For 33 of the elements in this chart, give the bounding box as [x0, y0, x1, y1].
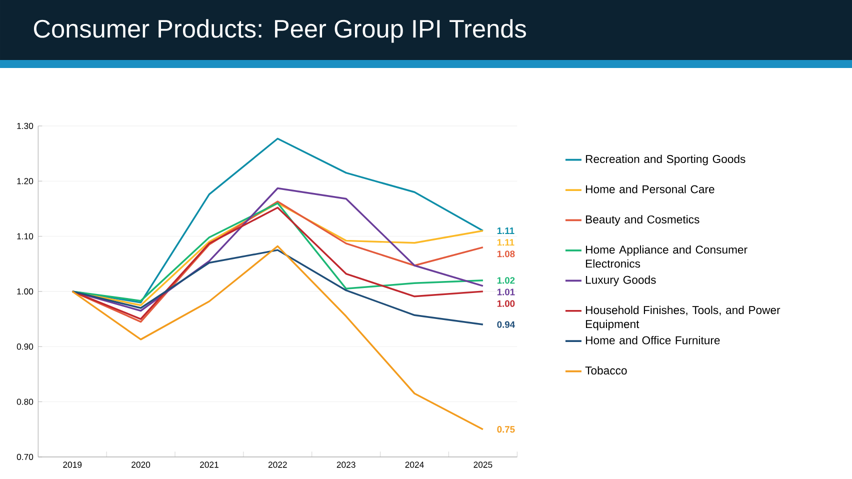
- x-tick-label: 2021: [200, 462, 218, 468]
- data-label: 1.02: [497, 277, 515, 284]
- chart-title: Consumer Products: Peer Group IPI Trends: [34, 19, 526, 43]
- legend-label: Household Finishes, Tools, and Power Equipment: [586, 306, 780, 330]
- legend-label: Home Appliance and Consumer Electronics: [586, 245, 748, 268]
- y-tick-label: 0.80: [16, 398, 34, 405]
- legend-label: Luxury Goods: [586, 276, 656, 286]
- x-tick-label: 2023: [336, 462, 356, 468]
- y-tick-label: 0.70: [16, 454, 34, 460]
- line-series: [72, 249, 484, 326]
- y-tick-label: 1.30: [17, 122, 34, 130]
- data-label: 1.08: [497, 250, 515, 258]
- x-tick-label: 2024: [405, 462, 424, 468]
- data-label: 1.11: [497, 239, 514, 246]
- x-tick-label: 2022: [268, 462, 287, 468]
- data-label: 1.00: [497, 300, 515, 307]
- legend-label: Beauty and Cosmetics: [586, 215, 700, 226]
- data-label: 1.11: [497, 228, 514, 234]
- y-tick-label: 1.00: [17, 288, 34, 295]
- x-tick-label: 2025: [474, 462, 492, 468]
- x-tick-label: 2020: [132, 462, 150, 468]
- legend-label: Tobacco: [585, 366, 627, 375]
- x-tick-label: 2019: [63, 462, 82, 468]
- line-series: [72, 245, 484, 430]
- legend-label: Home and Personal Care: [586, 184, 714, 194]
- y-tick-label: 1.20: [17, 178, 34, 184]
- data-label: 0.75: [497, 426, 515, 433]
- legend-label: Recreation and Sporting Goods: [586, 154, 746, 166]
- y-tick-label: 0.90: [16, 344, 34, 350]
- data-label: 1.01: [497, 288, 515, 296]
- data-label: 0.94: [497, 321, 515, 328]
- legend-label: Home and Office Furniture: [586, 336, 720, 344]
- y-tick-label: 1.10: [17, 233, 34, 240]
